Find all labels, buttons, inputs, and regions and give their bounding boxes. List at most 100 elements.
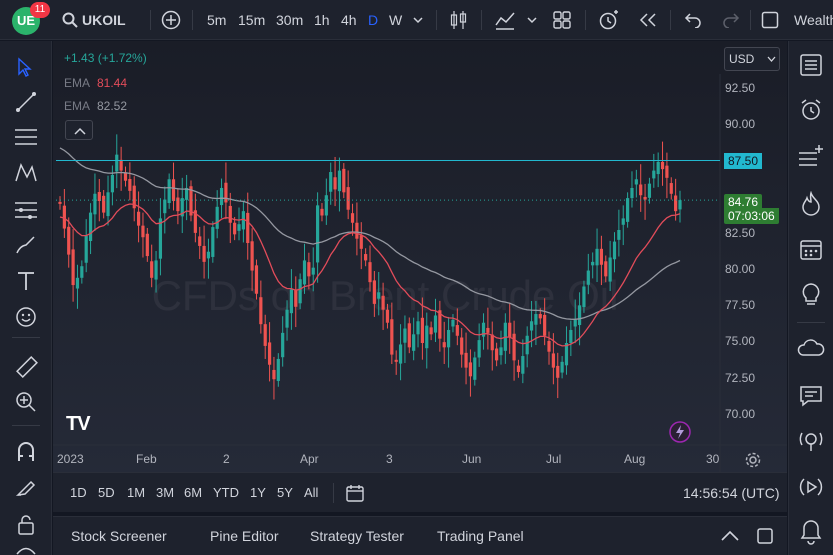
candle-body xyxy=(529,321,534,331)
range-5d[interactable]: 5D xyxy=(98,485,115,500)
range-all[interactable]: All xyxy=(304,485,319,500)
candle-body xyxy=(429,327,433,335)
tab-stock-screener[interactable]: Stock Screener xyxy=(71,528,167,544)
ema1-label[interactable]: EMA xyxy=(64,76,91,90)
alert-icon[interactable] xyxy=(597,9,619,31)
price-chart[interactable]: CFDs on Brent Crude Oil xyxy=(0,0,833,472)
zoom-in-icon[interactable] xyxy=(15,391,37,413)
account-name[interactable]: Wealth xyxy=(794,12,833,28)
magnet-icon[interactable] xyxy=(15,441,37,463)
range-1d[interactable]: 1D xyxy=(70,485,87,500)
candle-body xyxy=(311,267,315,275)
eye-icon[interactable] xyxy=(16,546,36,555)
tab-strategy-tester[interactable]: Strategy Tester xyxy=(310,528,404,544)
fullscreen-icon[interactable] xyxy=(761,11,779,29)
hline-price-tag[interactable]: 87.50 xyxy=(724,153,763,169)
layouts-icon[interactable] xyxy=(552,10,572,30)
broadcast-icon[interactable] xyxy=(797,474,825,500)
range-5y[interactable]: 5Y xyxy=(277,485,293,500)
tradingview-logo[interactable]: TV xyxy=(66,413,91,435)
indicators-icon[interactable] xyxy=(494,9,516,31)
candle-body xyxy=(80,266,84,278)
candle-body xyxy=(534,314,538,325)
chart-settings-icon[interactable] xyxy=(745,452,761,468)
interval-w[interactable]: W xyxy=(389,12,403,28)
chats-cloud-icon[interactable] xyxy=(796,337,826,361)
candle-body xyxy=(377,292,381,299)
text-icon[interactable] xyxy=(16,270,36,292)
tab-trading-panel[interactable]: Trading Panel xyxy=(437,528,524,544)
candle-body xyxy=(272,369,276,380)
add-to-list-icon[interactable] xyxy=(797,143,825,169)
candle-body xyxy=(416,321,420,335)
lock-icon[interactable] xyxy=(16,514,36,536)
candle-body xyxy=(604,261,608,277)
range-6m[interactable]: 6M xyxy=(184,485,203,500)
currency-select[interactable]: USD xyxy=(724,47,780,71)
emoji-icon[interactable] xyxy=(15,306,37,328)
go-to-date-icon[interactable] xyxy=(346,484,366,502)
range-1y[interactable]: 1Y xyxy=(250,485,266,500)
undo-icon[interactable] xyxy=(684,12,702,28)
range-1m[interactable]: 1M xyxy=(127,485,146,500)
pattern-icon[interactable] xyxy=(14,161,38,185)
replay-icon[interactable] xyxy=(638,12,658,28)
candle-body xyxy=(237,224,241,231)
lightning-icon[interactable] xyxy=(669,421,691,443)
tab-pine-editor[interactable]: Pine Editor xyxy=(210,528,279,544)
interval-1h[interactable]: 1h xyxy=(314,12,330,28)
last-price-tag: 84.76 xyxy=(724,194,763,210)
candle-body xyxy=(669,183,673,194)
chart-pane[interactable] xyxy=(53,41,787,509)
hotlists-fire-icon[interactable] xyxy=(799,191,823,217)
notifications-bell-icon[interactable] xyxy=(800,519,822,545)
fib-retracement-icon[interactable] xyxy=(14,127,38,147)
chevron-up-icon[interactable] xyxy=(721,530,739,542)
interval-15m[interactable]: 15m xyxy=(238,12,266,28)
candle-body xyxy=(71,249,75,286)
candle-body xyxy=(285,309,289,328)
brush-icon[interactable] xyxy=(14,234,38,256)
candle-body xyxy=(307,262,311,277)
ruler-icon[interactable] xyxy=(15,355,39,379)
utc-clock[interactable]: 14:56:54 (UTC) xyxy=(683,485,780,501)
candle-body xyxy=(364,254,368,261)
cursor-icon[interactable] xyxy=(15,57,35,77)
candles-icon[interactable] xyxy=(449,9,469,31)
chevron-down-icon[interactable] xyxy=(413,15,423,25)
countdown-tag: 07:03:06 xyxy=(724,208,779,224)
candle-body xyxy=(302,260,307,285)
stay-drawing-icon[interactable] xyxy=(15,476,37,498)
trend-line-icon[interactable] xyxy=(15,91,37,113)
top-toolbar: UE 11 UKOIL 5m 15m 30m 1h 4h D W Wealth xyxy=(0,0,833,40)
symbol-name[interactable]: UKOIL xyxy=(82,12,126,28)
watchlist-icon[interactable] xyxy=(799,53,823,77)
range-3m[interactable]: 3M xyxy=(156,485,175,500)
calendar-icon[interactable] xyxy=(799,237,823,261)
messages-icon[interactable] xyxy=(799,384,823,408)
collapse-legend-button[interactable] xyxy=(65,120,93,140)
maximize-panel-icon[interactable] xyxy=(756,527,774,545)
candle-body xyxy=(263,324,267,346)
chevron-down-icon[interactable] xyxy=(527,15,537,25)
candle-body xyxy=(211,227,215,257)
interval-4h[interactable]: 4h xyxy=(341,12,357,28)
search-icon[interactable] xyxy=(62,12,78,28)
candle-body xyxy=(573,319,577,327)
alarm-clock-icon[interactable] xyxy=(799,98,823,122)
date-tick: 30 xyxy=(706,452,720,466)
interval-30m[interactable]: 30m xyxy=(276,12,304,28)
prediction-icon[interactable] xyxy=(14,199,38,221)
redo-icon[interactable] xyxy=(722,12,740,28)
candle-body xyxy=(67,226,71,255)
candle-body xyxy=(102,195,106,213)
add-symbol-icon[interactable] xyxy=(161,10,181,30)
ideas-lightbulb-icon[interactable] xyxy=(800,282,822,308)
interval-d[interactable]: D xyxy=(368,12,379,28)
candle-body xyxy=(652,170,656,179)
price-tick: 80.00 xyxy=(725,262,756,276)
range-ytd[interactable]: YTD xyxy=(213,485,239,500)
ema2-label[interactable]: EMA xyxy=(64,99,91,113)
streams-icon[interactable] xyxy=(797,429,825,453)
interval-5m[interactable]: 5m xyxy=(207,12,227,28)
